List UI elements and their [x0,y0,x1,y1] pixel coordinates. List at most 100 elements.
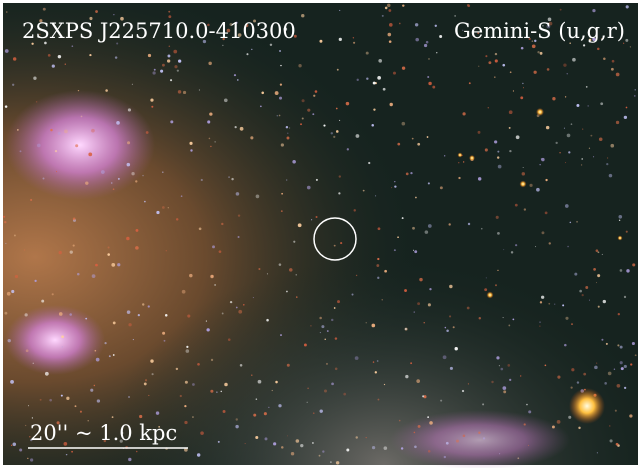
star [168,55,171,58]
star [148,305,150,307]
star [598,251,600,253]
star [576,104,579,107]
star [458,162,459,163]
star [415,23,418,26]
star [429,288,431,290]
star [70,251,73,254]
star [594,366,598,370]
star [541,296,544,299]
star [19,449,22,452]
star [427,136,429,138]
star [69,313,72,316]
star [144,383,147,386]
star [557,420,561,424]
star [617,344,619,346]
star [36,101,37,102]
star [85,181,88,184]
star [557,376,560,379]
star [529,184,532,187]
star [351,294,353,296]
star [463,161,464,162]
star [135,246,139,250]
star [287,435,288,436]
star [462,390,464,392]
star [603,300,606,303]
star [330,461,331,462]
star [509,150,511,152]
star [526,404,528,406]
star [289,127,290,128]
star [494,76,495,77]
star [164,340,166,342]
star [97,399,100,402]
star [597,274,600,277]
star [95,264,98,267]
star [162,206,165,209]
star [296,274,297,275]
star [428,82,431,85]
star [13,443,17,447]
star [319,40,322,43]
star [630,46,631,47]
star [334,307,336,309]
star [281,143,284,146]
star [401,447,403,449]
star [373,108,375,110]
star [394,249,396,251]
star [291,452,294,455]
star [201,179,203,181]
star [415,38,419,42]
star [33,363,34,364]
star [280,84,282,86]
star [55,150,57,152]
star [378,399,380,401]
star [5,243,6,244]
star [316,216,318,218]
star [511,251,513,253]
star [235,425,238,428]
star [235,126,237,128]
star [377,258,379,260]
star [524,208,526,210]
star [415,197,417,199]
star [485,55,487,57]
star [427,416,429,418]
star [176,218,178,220]
star [275,91,279,95]
star [620,269,623,272]
star [612,60,615,63]
star [439,35,442,38]
star [62,346,63,347]
star [414,311,415,312]
star [587,105,589,107]
star [616,121,619,124]
star [581,164,582,165]
star [127,141,130,144]
star [500,368,503,371]
star [402,122,406,126]
star [507,364,510,367]
star [25,425,26,426]
star [397,143,400,146]
star [310,325,311,326]
star [92,274,96,278]
star [394,185,396,187]
star [58,132,61,135]
star [91,129,95,133]
star [177,70,179,72]
star [10,380,14,384]
star [321,325,324,328]
star [565,96,566,97]
star [154,69,156,71]
star [162,171,164,173]
star [479,317,481,319]
star [463,434,466,437]
star [496,216,499,219]
star [277,115,278,116]
star [429,421,433,425]
star [495,53,497,55]
star [20,150,22,152]
star [52,293,54,295]
star [52,64,55,67]
star [373,82,376,85]
